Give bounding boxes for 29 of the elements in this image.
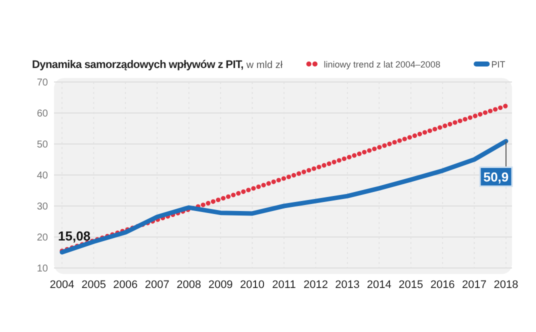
x-tick-label: 2004 <box>50 279 74 291</box>
line-series <box>60 138 508 254</box>
x-tick-label: 2018 <box>494 279 518 291</box>
y-tick-label: 40 <box>36 170 48 182</box>
y-tick-label: 70 <box>36 78 48 88</box>
data-label: 50,9 <box>483 170 509 185</box>
x-tick-label: 2011 <box>272 279 296 291</box>
x-tick-label: 2008 <box>176 279 202 291</box>
chart-subtitle: w mld zł <box>245 60 284 71</box>
x-tick-label: 2016 <box>430 279 455 291</box>
x-tick-label: 2010 <box>240 279 265 291</box>
y-tick-label: 10 <box>36 264 48 274</box>
x-tick-label: 2017 <box>462 279 487 291</box>
y-tick-label: 50 <box>36 140 48 150</box>
y-tick-label: 20 <box>36 232 48 244</box>
x-tick-label: 2007 <box>144 279 170 291</box>
legend-label: liniowy trend z lat 2004–2008 <box>324 60 440 70</box>
x-tick-label: 2013 <box>335 279 360 291</box>
y-tick-label: 60 <box>36 108 48 120</box>
x-tick-label: 2009 <box>208 279 233 291</box>
x-tick-label: 2015 <box>398 279 424 291</box>
x-tick-label: 2005 <box>81 279 106 291</box>
data-label: 15,08 <box>58 228 91 244</box>
x-tick-label: 2012 <box>303 279 328 291</box>
chart-title: Dynamika samorządowych wpływów z PIT, <box>32 59 244 71</box>
legend-label: PIT <box>491 60 506 70</box>
x-tick-label: 2014 <box>366 279 392 291</box>
y-tick-label: 30 <box>36 202 48 212</box>
x-tick-label: 2006 <box>113 279 138 291</box>
